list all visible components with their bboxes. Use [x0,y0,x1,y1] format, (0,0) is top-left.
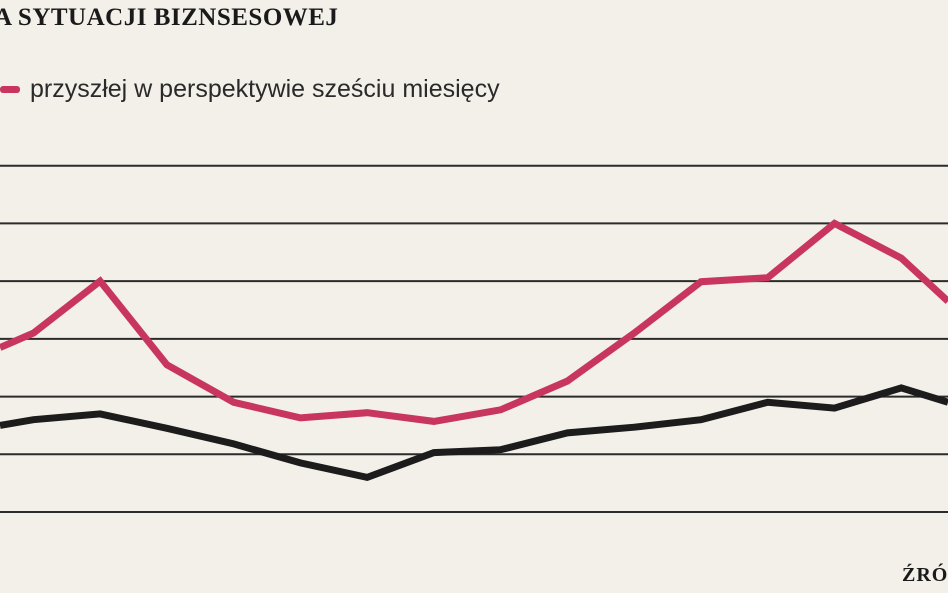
series-lines [0,219,948,482]
legend: przyszłej w perspektywie sześciu miesięc… [0,72,500,106]
legend-swatch-future [0,85,20,93]
series-line-future [0,219,948,425]
legend-label-future: przyszłej w perspektywie sześciu miesięc… [30,74,500,103]
series-line-current [0,384,948,482]
chart-title: A SYTUACJI BIZNSESOWEJ [0,4,339,31]
source-note: ŹRÓ [902,564,948,586]
gridlines [0,164,948,513]
